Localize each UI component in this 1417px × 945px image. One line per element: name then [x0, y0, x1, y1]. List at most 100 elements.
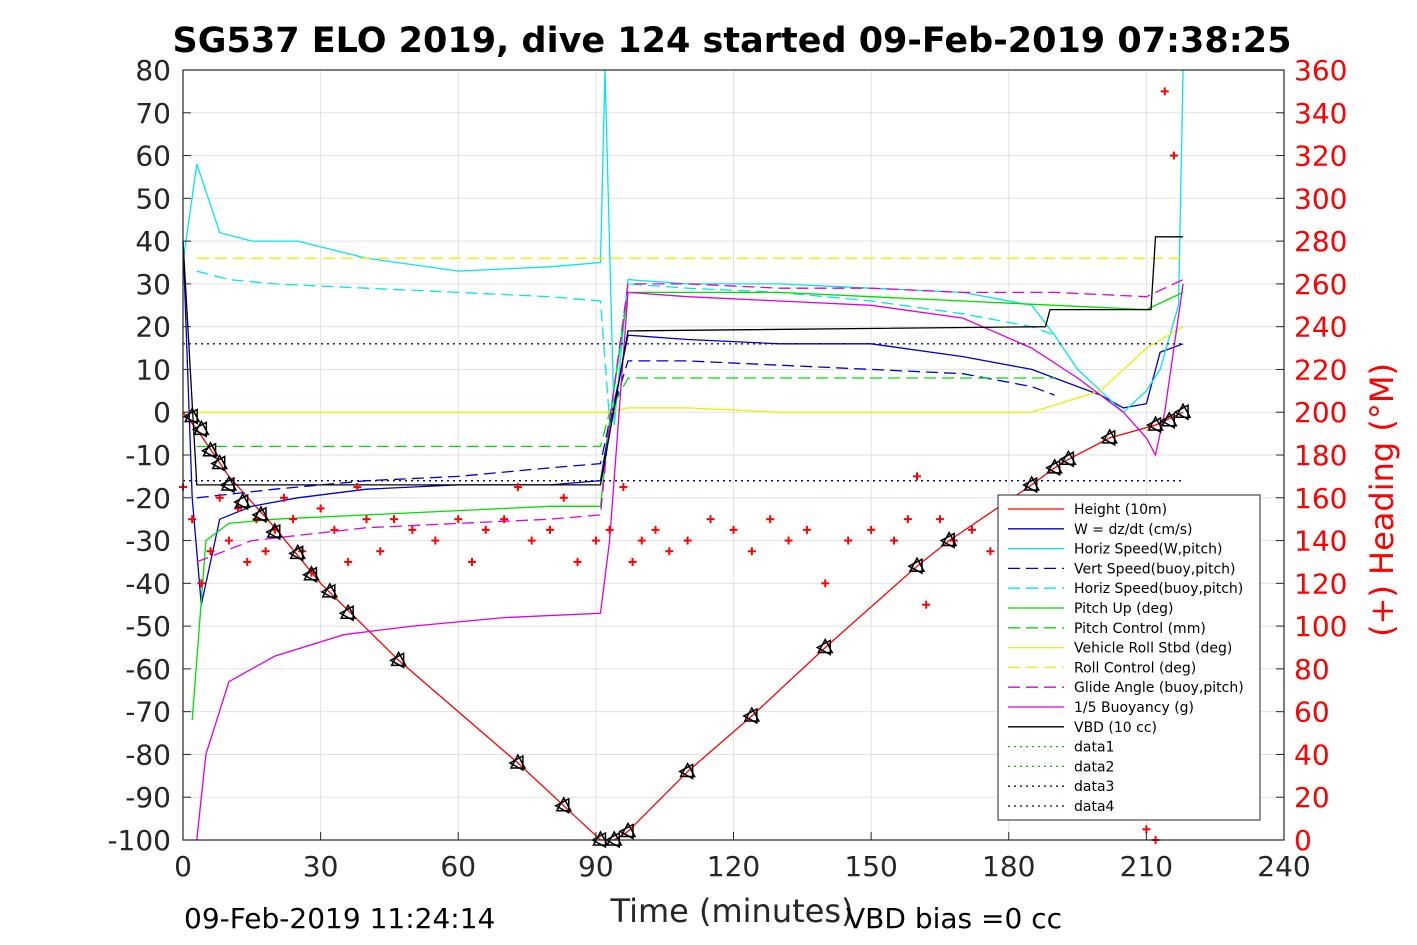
heading-point	[903, 515, 912, 524]
heading-point	[683, 536, 692, 545]
x-tick-label: 150	[844, 850, 897, 883]
x-tick-label: 60	[440, 850, 476, 883]
depth-marker-left	[265, 523, 281, 541]
depth-marker-left	[1058, 451, 1075, 468]
x-tick-label: 120	[707, 850, 760, 883]
heading-point	[867, 525, 876, 534]
y-tick-label: -40	[125, 567, 171, 600]
depth-marker-left	[508, 754, 524, 772]
depth-marker-left	[1145, 416, 1162, 434]
heading-point	[468, 557, 477, 566]
legend: Height (10m) W = dz/dt (cm/s) Horiz Speed(…	[997, 494, 1261, 821]
y2-tick-label: 360	[1294, 54, 1347, 87]
heading-point	[376, 547, 385, 556]
heading-point	[481, 525, 490, 534]
y-tick-label: -60	[125, 653, 171, 686]
y2-tick-label: 60	[1294, 696, 1330, 729]
y2-tick-label: 180	[1294, 439, 1347, 472]
heading-point	[706, 515, 715, 524]
heading-point	[353, 483, 362, 492]
x-axis-label: Time (minutes)	[610, 892, 854, 930]
depth-marker-left	[939, 532, 955, 549]
heading-markers	[179, 87, 1178, 844]
heading-point	[316, 504, 325, 513]
depth-marker-left	[191, 421, 208, 438]
y2-tick-label: 40	[1294, 738, 1330, 771]
legend-label: Horiz Speed(W,pitch)	[1074, 542, 1222, 558]
heading-point	[243, 557, 252, 566]
heading-point	[431, 536, 440, 545]
heading-point	[527, 536, 536, 545]
heading-point	[821, 579, 830, 588]
y-tick-label: -70	[125, 696, 171, 729]
heading-point	[261, 547, 270, 556]
heading-point	[289, 515, 298, 524]
y-tick-label: 20	[135, 311, 171, 344]
x-tick-label: 30	[303, 850, 339, 883]
heading-point	[559, 493, 568, 502]
series-line-horiz_w	[182, 69, 1184, 426]
heading-point	[234, 504, 243, 513]
heading-point	[344, 557, 353, 566]
y-tick-label: 80	[135, 54, 171, 87]
heading-point	[968, 525, 977, 534]
x-tick-label: 90	[578, 850, 614, 883]
y2-axis-ticks: 3603403203002802602402202001801601401201…	[1276, 54, 1347, 857]
heading-point	[215, 493, 224, 502]
heading-point	[651, 525, 660, 534]
heading-point	[197, 579, 206, 588]
depth-marker-left	[1022, 476, 1038, 494]
y-tick-label: -50	[125, 610, 171, 643]
y2-tick-label: 320	[1294, 140, 1347, 173]
y-tick-label: 0	[153, 396, 171, 429]
series-line-roll	[183, 326, 1184, 413]
heading-point	[637, 536, 646, 545]
depth-marker-left	[1159, 412, 1176, 430]
footer-vbd-bias: VBD bias =0 cc	[846, 902, 1062, 935]
y2-tick-label: 280	[1294, 225, 1347, 258]
heading-point	[1160, 87, 1169, 96]
y-tick-label: 10	[135, 353, 171, 386]
legend-label: data2	[1074, 759, 1114, 775]
heading-point	[913, 472, 921, 481]
heading-point	[890, 536, 899, 545]
heading-point	[1169, 151, 1178, 160]
heading-point	[729, 525, 738, 534]
legend-label: 1/5 Buoyancy (g)	[1074, 700, 1194, 716]
heading-point	[573, 557, 582, 566]
depth-marker-left	[554, 797, 570, 815]
x-tick-label: 240	[1257, 850, 1310, 883]
heading-point	[619, 483, 628, 492]
x-axis-ticks: 0 30 60 90 120 150 180 210 240	[174, 832, 1311, 883]
depth-marker-left	[338, 605, 354, 622]
depth-marker-left	[251, 506, 267, 524]
y2-tick-label: 260	[1294, 268, 1347, 301]
legend-label: data4	[1074, 799, 1115, 815]
x-tick-label: 210	[1120, 850, 1173, 883]
heading-point	[188, 515, 197, 524]
y-tick-label: 30	[135, 268, 171, 301]
y-tick-label: 40	[135, 225, 171, 258]
legend-label: Glide Angle (buoy,pitch)	[1074, 680, 1244, 696]
heading-point	[935, 515, 944, 524]
legend-label: data1	[1074, 740, 1114, 756]
heading-point	[628, 557, 637, 566]
depth-marker-left	[907, 557, 923, 575]
heading-point	[665, 547, 674, 556]
series-line-glide	[196, 279, 1184, 563]
y2-tick-label: 140	[1294, 525, 1347, 558]
y2-tick-label: 340	[1294, 97, 1347, 130]
y-tick-label: 70	[135, 97, 171, 130]
y-tick-label: -10	[125, 439, 171, 472]
heading-point	[454, 515, 463, 524]
depth-marker-left	[200, 442, 217, 459]
y2-tick-label: 160	[1294, 482, 1347, 515]
y-tick-label: -20	[125, 482, 171, 515]
depth-marker-left	[678, 763, 694, 780]
depth-marker-left	[618, 823, 634, 840]
series-line-buoyancy	[196, 283, 1184, 841]
heading-point	[206, 547, 215, 556]
y2-tick-label: 240	[1294, 311, 1347, 344]
y2-tick-label: 120	[1294, 567, 1347, 600]
legend-label: VBD (10 cc)	[1074, 720, 1157, 736]
